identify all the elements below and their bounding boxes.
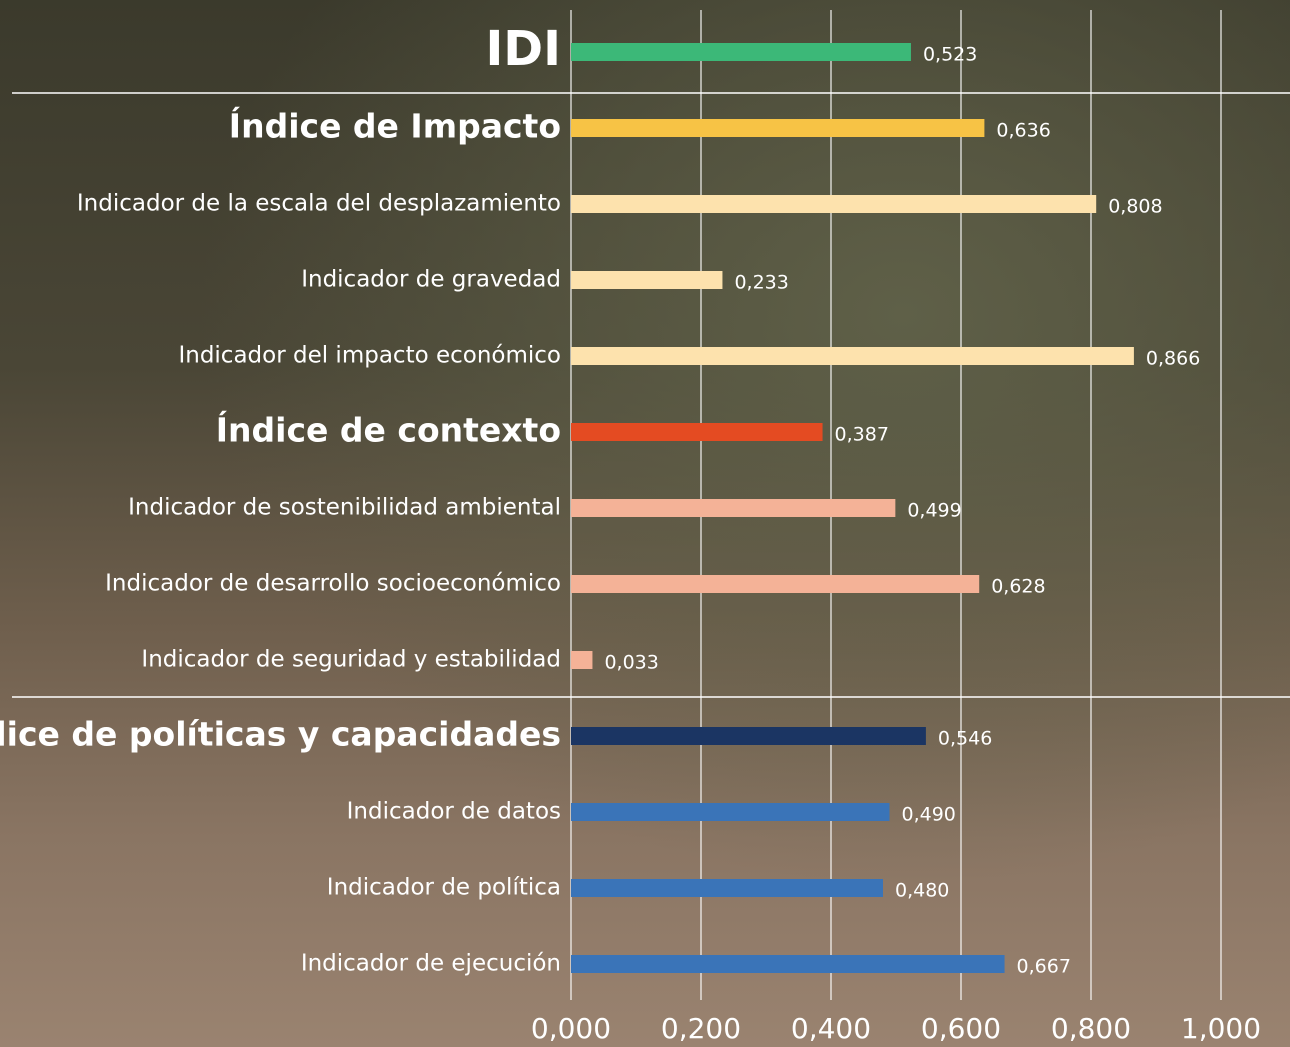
- category-label: Indicador de política: [327, 875, 561, 901]
- bar: [571, 727, 926, 745]
- category-label: Indicador de datos: [347, 799, 561, 825]
- bar: [571, 423, 823, 441]
- x-tick-label: 0,600: [921, 1012, 1001, 1045]
- bar: [571, 43, 911, 61]
- category-label: Indicador de sostenibilidad ambiental: [128, 495, 561, 521]
- value-label: 0,866: [1146, 348, 1200, 370]
- bar: [571, 119, 985, 137]
- value-label: 0,628: [991, 576, 1045, 598]
- value-label: 0,499: [907, 500, 961, 522]
- x-tick-label: 0,000: [531, 1012, 611, 1045]
- value-label: 0,387: [835, 424, 889, 446]
- value-label: 0,523: [923, 44, 977, 66]
- x-tick-label: 0,200: [661, 1012, 741, 1045]
- bar: [571, 879, 883, 897]
- category-label: Indicador de ejecución: [301, 951, 561, 977]
- bar: [571, 271, 723, 289]
- value-label: 0,490: [902, 804, 956, 826]
- category-label: Indicador de desarrollo socioeconómico: [105, 571, 561, 597]
- x-tick-label: 0,400: [791, 1012, 871, 1045]
- bar: [571, 803, 890, 821]
- value-label: 0,033: [604, 652, 658, 674]
- category-label: Índice de contexto: [216, 410, 561, 450]
- category-label: Indicador de la escala del desplazamient…: [77, 191, 561, 217]
- bar: [571, 347, 1134, 365]
- value-label: 0,808: [1108, 196, 1162, 218]
- category-label: IDI: [485, 21, 561, 77]
- x-tick-label: 0,800: [1051, 1012, 1131, 1045]
- category-label: Indicador del impacto económico: [178, 343, 561, 369]
- value-label: 0,233: [734, 272, 788, 294]
- category-label: Índice de políticas y capacidades: [0, 714, 561, 754]
- category-label: Índice de Impacto: [229, 106, 561, 146]
- bar: [571, 195, 1097, 213]
- value-label: 0,636: [996, 120, 1050, 142]
- bar: [571, 575, 980, 593]
- value-label: 0,667: [1017, 956, 1071, 978]
- category-label: Indicador de seguridad y estabilidad: [141, 647, 561, 673]
- x-tick-label: 1,000: [1181, 1012, 1261, 1045]
- value-label: 0,480: [895, 880, 949, 902]
- value-label: 0,546: [938, 728, 992, 750]
- category-label: Indicador de gravedad: [301, 267, 561, 293]
- bar: [571, 651, 593, 669]
- bar: [571, 955, 1005, 973]
- bar: [571, 499, 896, 517]
